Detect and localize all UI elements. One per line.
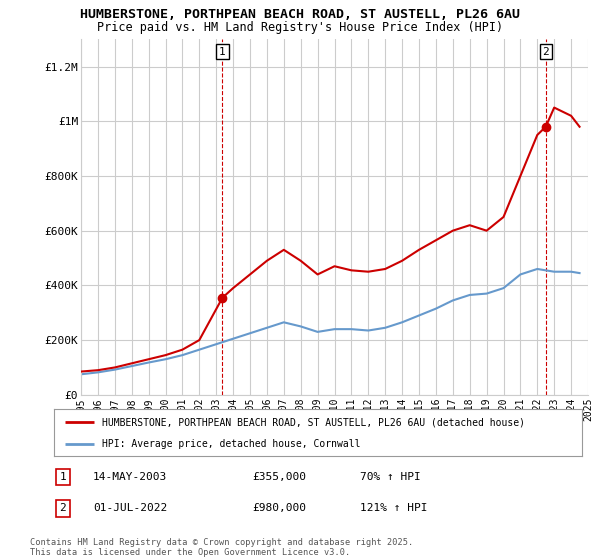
Text: £355,000: £355,000 (252, 472, 306, 482)
Text: HPI: Average price, detached house, Cornwall: HPI: Average price, detached house, Corn… (101, 438, 360, 449)
Text: HUMBERSTONE, PORTHPEAN BEACH ROAD, ST AUSTELL, PL26 6AU: HUMBERSTONE, PORTHPEAN BEACH ROAD, ST AU… (80, 8, 520, 21)
Text: 2: 2 (59, 503, 67, 514)
Text: 14-MAY-2003: 14-MAY-2003 (93, 472, 167, 482)
Text: 1: 1 (59, 472, 67, 482)
Text: 70% ↑ HPI: 70% ↑ HPI (360, 472, 421, 482)
Text: Contains HM Land Registry data © Crown copyright and database right 2025.
This d: Contains HM Land Registry data © Crown c… (30, 538, 413, 557)
Text: 1: 1 (219, 46, 226, 57)
Text: £980,000: £980,000 (252, 503, 306, 514)
Text: HUMBERSTONE, PORTHPEAN BEACH ROAD, ST AUSTELL, PL26 6AU (detached house): HUMBERSTONE, PORTHPEAN BEACH ROAD, ST AU… (101, 417, 524, 427)
Text: 121% ↑ HPI: 121% ↑ HPI (360, 503, 427, 514)
Text: 01-JUL-2022: 01-JUL-2022 (93, 503, 167, 514)
Text: Price paid vs. HM Land Registry's House Price Index (HPI): Price paid vs. HM Land Registry's House … (97, 21, 503, 34)
Text: 2: 2 (542, 46, 549, 57)
